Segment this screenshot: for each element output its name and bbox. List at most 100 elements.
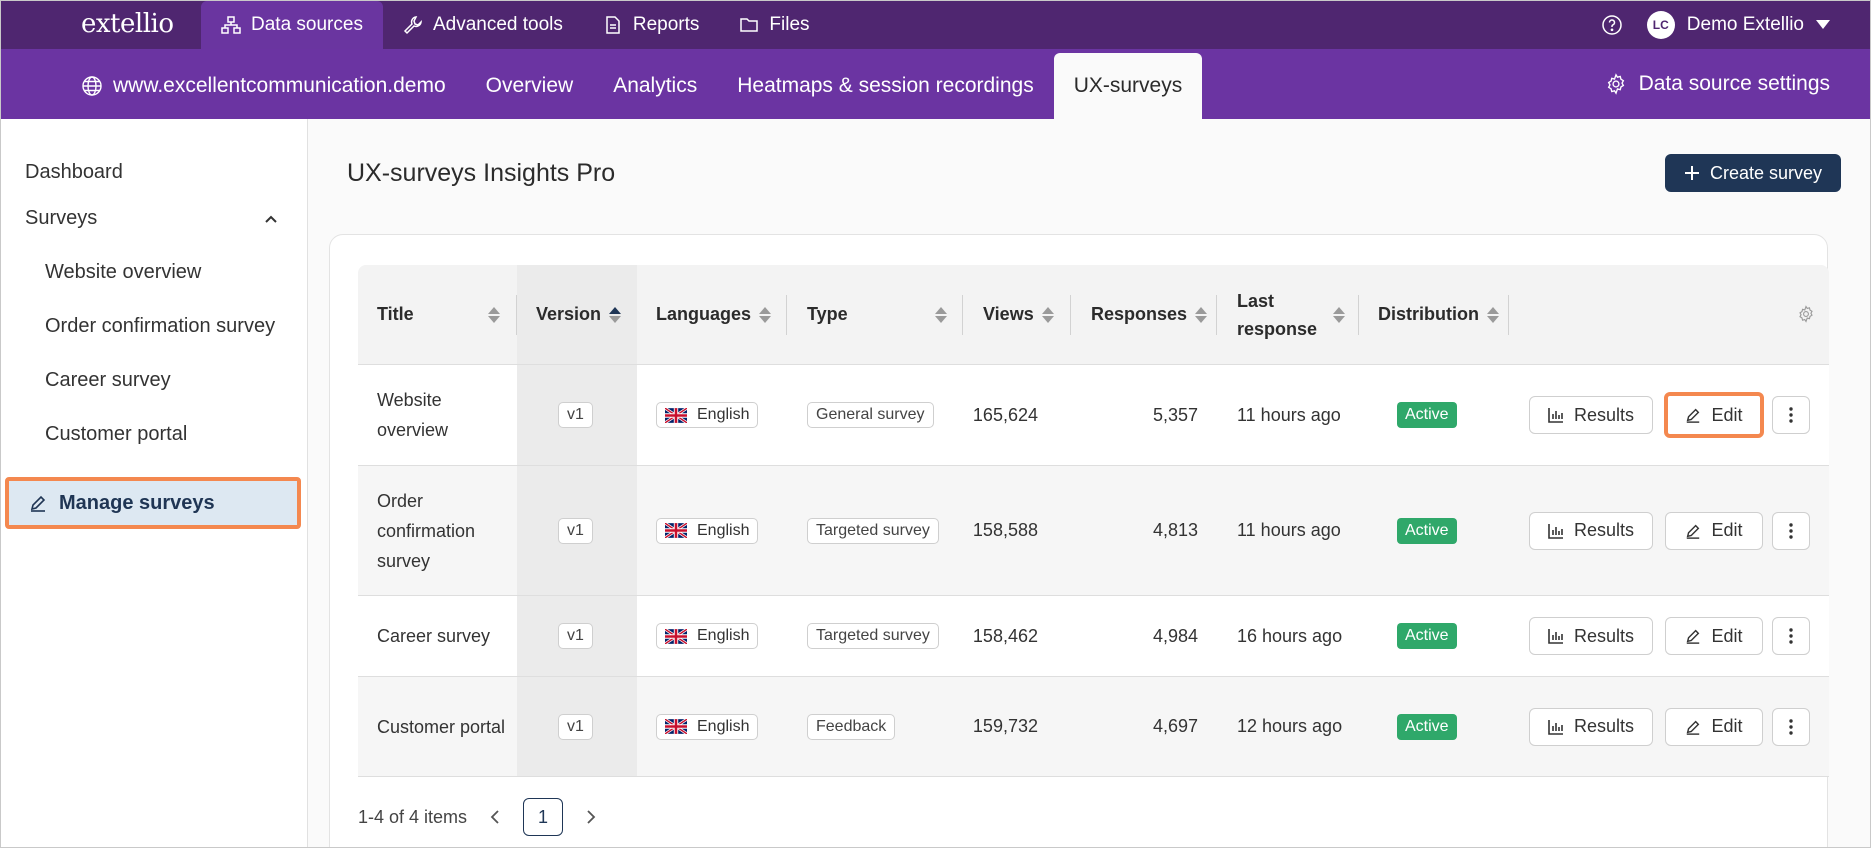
uk-flag-icon bbox=[665, 523, 687, 538]
more-vertical-icon bbox=[1789, 407, 1793, 423]
more-options-button[interactable] bbox=[1772, 396, 1810, 434]
chevron-right-icon[interactable] bbox=[585, 810, 597, 824]
uk-flag-icon bbox=[665, 628, 687, 644]
user-menu[interactable]: LC Demo Extellio bbox=[1646, 11, 1830, 39]
table-header: Title Version Languages Type Views Respo… bbox=[358, 265, 1829, 365]
col-responses-label: Responses bbox=[1091, 304, 1188, 324]
results-label: Results bbox=[1573, 404, 1635, 425]
tab-advanced-tools[interactable]: Advanced tools bbox=[383, 1, 583, 49]
top-right: LC Demo Extellio bbox=[1601, 1, 1830, 49]
last-response-value: 16 hours ago bbox=[1237, 625, 1343, 646]
more-options-button[interactable] bbox=[1772, 707, 1810, 746]
row-title[interactable]: Website overview bbox=[377, 390, 449, 440]
status-badge: Active bbox=[1397, 713, 1457, 740]
row-title[interactable]: Order confirmation survey bbox=[377, 490, 476, 571]
sidebar-item-dashboard[interactable]: Dashboard bbox=[25, 161, 123, 183]
col-title[interactable]: Title bbox=[377, 265, 414, 364]
more-options-button[interactable] bbox=[1772, 617, 1810, 655]
more-vertical-icon bbox=[1789, 718, 1793, 735]
top-nav: Data sources Advanced tools Reports File… bbox=[201, 1, 830, 49]
version-badge: v1 bbox=[558, 402, 593, 428]
more-options-button[interactable] bbox=[1772, 511, 1810, 550]
sort-title[interactable] bbox=[480, 265, 500, 364]
settings-label: Data source settings bbox=[1638, 72, 1830, 95]
pencil-icon bbox=[30, 495, 46, 512]
results-label: Results bbox=[1573, 520, 1635, 540]
sub-nav: www.excellentcommunication.demo Overview… bbox=[81, 49, 1203, 119]
edit-button[interactable]: Edit bbox=[1665, 511, 1763, 550]
edit-button[interactable]: Edit bbox=[1665, 617, 1763, 655]
sidebar-item-order-confirmation[interactable]: Order confirmation survey bbox=[45, 315, 276, 337]
views-value: 159,732 bbox=[972, 716, 1038, 736]
col-views-label: Views bbox=[983, 304, 1034, 324]
tab-reports[interactable]: Reports bbox=[583, 1, 720, 49]
table-row: Website overview v1 English General surv… bbox=[358, 365, 1829, 466]
col-distribution[interactable]: Distribution bbox=[1378, 265, 1499, 364]
avatar: LC bbox=[1646, 11, 1675, 39]
page-title: UX-surveys Insights Pro bbox=[347, 159, 616, 187]
row-title[interactable]: Career survey bbox=[377, 626, 491, 646]
col-version[interactable]: Version bbox=[536, 265, 622, 364]
sidebar-item-website-overview[interactable]: Website overview bbox=[45, 261, 202, 283]
globe-icon bbox=[82, 76, 102, 96]
status-badge: Active bbox=[1397, 623, 1457, 649]
col-last-label-1: Last bbox=[1237, 290, 1275, 311]
sort-type[interactable] bbox=[927, 265, 947, 364]
results-button[interactable]: Results bbox=[1529, 617, 1653, 655]
edit-button[interactable]: Edit bbox=[1665, 707, 1763, 746]
column-separator bbox=[786, 295, 787, 335]
sidebar-item-surveys[interactable]: Surveys bbox=[25, 207, 98, 229]
help-icon[interactable] bbox=[1601, 14, 1623, 36]
more-vertical-icon bbox=[1789, 522, 1793, 539]
edit-label: Edit bbox=[1711, 625, 1743, 646]
column-separator bbox=[1358, 295, 1359, 335]
tab-label: Advanced tools bbox=[432, 14, 563, 35]
create-survey-button[interactable]: Create survey bbox=[1665, 154, 1841, 192]
views-value: 158,588 bbox=[972, 520, 1038, 540]
sidebar-item-career-survey[interactable]: Career survey bbox=[45, 369, 171, 391]
wrench-icon bbox=[403, 16, 422, 35]
subnav-overview[interactable]: Overview bbox=[485, 74, 574, 97]
subnav-heatmaps[interactable]: Heatmaps & session recordings bbox=[737, 74, 1034, 97]
last-response-value: 11 hours ago bbox=[1237, 520, 1341, 540]
tab-files[interactable]: Files bbox=[719, 1, 829, 49]
chevron-left-icon[interactable] bbox=[489, 810, 501, 824]
results-button[interactable]: Results bbox=[1529, 707, 1653, 746]
col-responses[interactable]: Responses bbox=[1091, 265, 1208, 364]
edit-label: Edit bbox=[1711, 404, 1743, 425]
edit-button[interactable]: Edit bbox=[1664, 392, 1764, 438]
domain-selector[interactable]: www.excellentcommunication.demo bbox=[81, 53, 466, 119]
gear-icon bbox=[1607, 73, 1624, 95]
column-settings-gear-icon[interactable] bbox=[1797, 305, 1815, 323]
sidebar: Dashboard Surveys Website overview Order… bbox=[1, 119, 308, 847]
data-source-settings[interactable]: Data source settings bbox=[1605, 49, 1830, 119]
column-separator bbox=[516, 295, 517, 335]
row-title[interactable]: Customer portal bbox=[377, 716, 506, 737]
extellio-logo[interactable]: extellio bbox=[81, 9, 174, 39]
col-last-response[interactable]: Last response bbox=[1237, 265, 1317, 364]
language-badge: English bbox=[656, 713, 759, 740]
subnav-ux-surveys[interactable]: UX-surveys bbox=[1053, 53, 1203, 119]
sort-last-response[interactable] bbox=[1325, 265, 1345, 364]
col-languages[interactable]: Languages bbox=[656, 265, 772, 364]
sidebar-item-manage-surveys[interactable]: Manage surveys bbox=[5, 477, 301, 529]
results-button[interactable]: Results bbox=[1529, 511, 1653, 550]
pencil-icon bbox=[1687, 629, 1700, 644]
pagination: 1-4 of 4 items 1 bbox=[358, 798, 597, 836]
manage-label: Manage surveys bbox=[59, 491, 215, 514]
pencil-icon bbox=[1687, 408, 1700, 423]
results-button[interactable]: Results bbox=[1529, 396, 1653, 434]
col-distribution-label: Distribution bbox=[1378, 304, 1479, 324]
subnav-analytics[interactable]: Analytics bbox=[613, 74, 698, 97]
col-views[interactable]: Views bbox=[983, 265, 1054, 364]
page-button-current[interactable]: 1 bbox=[523, 798, 564, 836]
type-badge: General survey bbox=[807, 402, 934, 428]
bar-chart-icon bbox=[1548, 719, 1563, 735]
col-type[interactable]: Type bbox=[807, 265, 848, 364]
column-separator bbox=[962, 295, 963, 335]
pencil-icon bbox=[1687, 720, 1700, 735]
tab-data-sources[interactable]: Data sources bbox=[201, 1, 383, 49]
responses-value: 5,357 bbox=[1152, 404, 1198, 425]
chevron-up-icon[interactable] bbox=[263, 211, 279, 227]
sidebar-item-customer-portal[interactable]: Customer portal bbox=[45, 423, 188, 445]
